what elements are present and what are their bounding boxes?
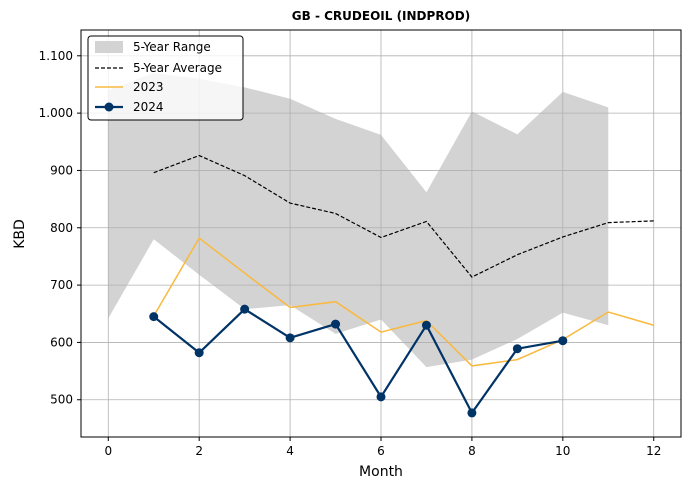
x-tick-label: 6 [377,444,385,458]
y-tick-label: 800 [50,221,73,235]
x-tick-label: 0 [104,444,112,458]
legend-label-range: 5-Year Range [133,40,211,54]
y-tick-label: 1.100 [39,49,73,63]
legend: 5-Year Range 5-Year Average 2023 2024 [87,35,244,121]
y-axis-ticks: 500 600 700 800 900 1.000 1.100 [39,49,81,407]
data-point-2024 [376,392,386,402]
series-line-2023 [153,236,654,367]
range-band-layer [108,72,609,368]
y-tick-label: 600 [50,335,73,349]
data-point-2024 [421,320,431,330]
data-point-2024 [240,304,250,314]
legend-label-average: 5-Year Average [133,61,222,75]
series-line-5-year-average [153,154,654,278]
series-layer [149,154,654,418]
data-point-2024 [285,333,295,343]
data-point-2024 [149,312,159,322]
plot-area [80,29,682,438]
x-axis-label: Month [359,464,403,480]
data-point-2024 [194,348,204,358]
x-tick-label: 10 [555,444,570,458]
y-tick-label: 900 [50,163,73,177]
data-point-2024 [467,408,477,418]
x-tick-label: 4 [286,444,294,458]
x-tick-label: 2 [195,444,203,458]
data-point-2024 [558,336,568,346]
legend-box [87,35,244,121]
x-tick-label: 8 [468,444,476,458]
x-tick-label: 12 [646,444,661,458]
range-band [108,72,609,368]
x-axis-ticks: 0 2 4 6 8 10 12 [104,437,661,458]
y-tick-label: 1.000 [39,106,73,120]
legend-marker-2024 [104,102,114,112]
y-tick-label: 500 [50,393,73,407]
y-axis-label: KBD [12,219,28,249]
legend-label-2023: 2023 [133,80,164,94]
data-point-2024 [331,319,341,329]
legend-label-2024: 2024 [133,100,164,114]
chart-title: GB - CRUDEOIL (INDPROD) [292,9,470,23]
series-line-2024 [153,307,564,416]
legend-swatch-range [95,41,123,53]
grid-layer [81,30,681,437]
data-point-2024 [512,344,522,354]
y-tick-label: 700 [50,278,73,292]
